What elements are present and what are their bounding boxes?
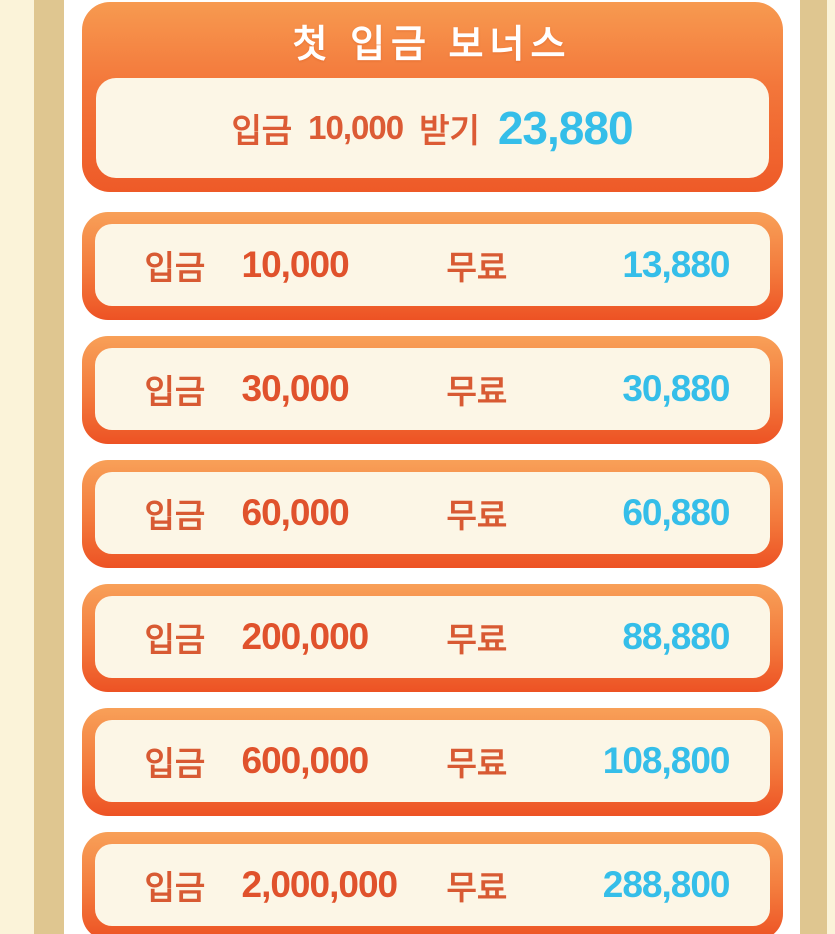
deposit-tier-button-600000[interactable]: 입금 600,000 무료 108,800 xyxy=(81,708,783,816)
bonus-amount: 30,880 xyxy=(622,368,730,409)
claim-offer-row[interactable]: 입금 10,000 받기 23,880 xyxy=(95,78,769,178)
page-title: 첫 입금 보너스 xyxy=(292,23,572,66)
deposit-tier-button-10000[interactable]: 입금 10,000 무료 13,880 xyxy=(81,212,783,320)
free-label: 무료 xyxy=(446,745,508,782)
bonus-panel-content: 첫 입금 보너스 입금 10,000 받기 23,880 입금 10,000 무… xyxy=(64,0,800,934)
deposit-amount: 10,000 xyxy=(308,109,404,146)
deposit-label: 입금 xyxy=(144,249,206,286)
free-label: 무료 xyxy=(446,497,508,534)
deposit-amount: 600,000 xyxy=(241,740,370,781)
bonus-amount: 108,800 xyxy=(602,740,731,781)
deposit-amount: 200,000 xyxy=(241,616,370,657)
first-deposit-bonus-header-card[interactable]: 첫 입금 보너스 입금 10,000 받기 23,880 xyxy=(81,2,783,192)
deposit-label: 입금 xyxy=(144,869,206,906)
deposit-amount: 10,000 xyxy=(241,244,350,285)
deposit-label: 입금 xyxy=(144,373,206,410)
tier-row: 입금 200,000 무료 88,880 xyxy=(94,596,770,678)
tier-row: 입금 30,000 무료 30,880 xyxy=(94,348,770,430)
tier-row: 입금 600,000 무료 108,800 xyxy=(94,720,770,802)
free-label: 무료 xyxy=(446,621,508,658)
tier-row: 입금 2,000,000 무료 288,800 xyxy=(94,844,770,926)
free-label: 무료 xyxy=(446,869,508,906)
deposit-amount: 30,000 xyxy=(241,368,350,409)
deposit-label: 입금 xyxy=(144,621,206,658)
right-tan-border xyxy=(800,0,827,934)
free-label: 무료 xyxy=(446,249,508,286)
deposit-tier-button-60000[interactable]: 입금 60,000 무료 60,880 xyxy=(81,460,783,568)
claim-bonus-amount: 23,880 xyxy=(497,102,634,154)
deposit-amount: 2,000,000 xyxy=(241,864,399,905)
deposit-label: 입금 xyxy=(144,745,206,782)
deposit-label: 입금 xyxy=(144,497,206,534)
bonus-amount: 88,880 xyxy=(622,616,730,657)
right-cream-border xyxy=(827,0,835,934)
deposit-tier-button-200000[interactable]: 입금 200,000 무료 88,880 xyxy=(81,584,783,692)
left-tan-border xyxy=(34,0,64,934)
deposit-amount: 60,000 xyxy=(241,492,350,533)
bonus-amount: 60,880 xyxy=(622,492,730,533)
deposit-tier-button-2000000[interactable]: 입금 2,000,000 무료 288,800 xyxy=(81,832,783,934)
claim-action-label: 받기 xyxy=(419,112,480,149)
deposit-label: 입금 xyxy=(231,112,293,149)
deposit-tier-button-30000[interactable]: 입금 30,000 무료 30,880 xyxy=(81,336,783,444)
left-cream-border xyxy=(0,0,34,934)
bonus-amount: 288,800 xyxy=(602,864,731,905)
free-label: 무료 xyxy=(446,373,508,410)
tier-row: 입금 10,000 무료 13,880 xyxy=(94,224,770,306)
tier-row: 입금 60,000 무료 60,880 xyxy=(94,472,770,554)
bonus-amount: 13,880 xyxy=(622,244,730,285)
